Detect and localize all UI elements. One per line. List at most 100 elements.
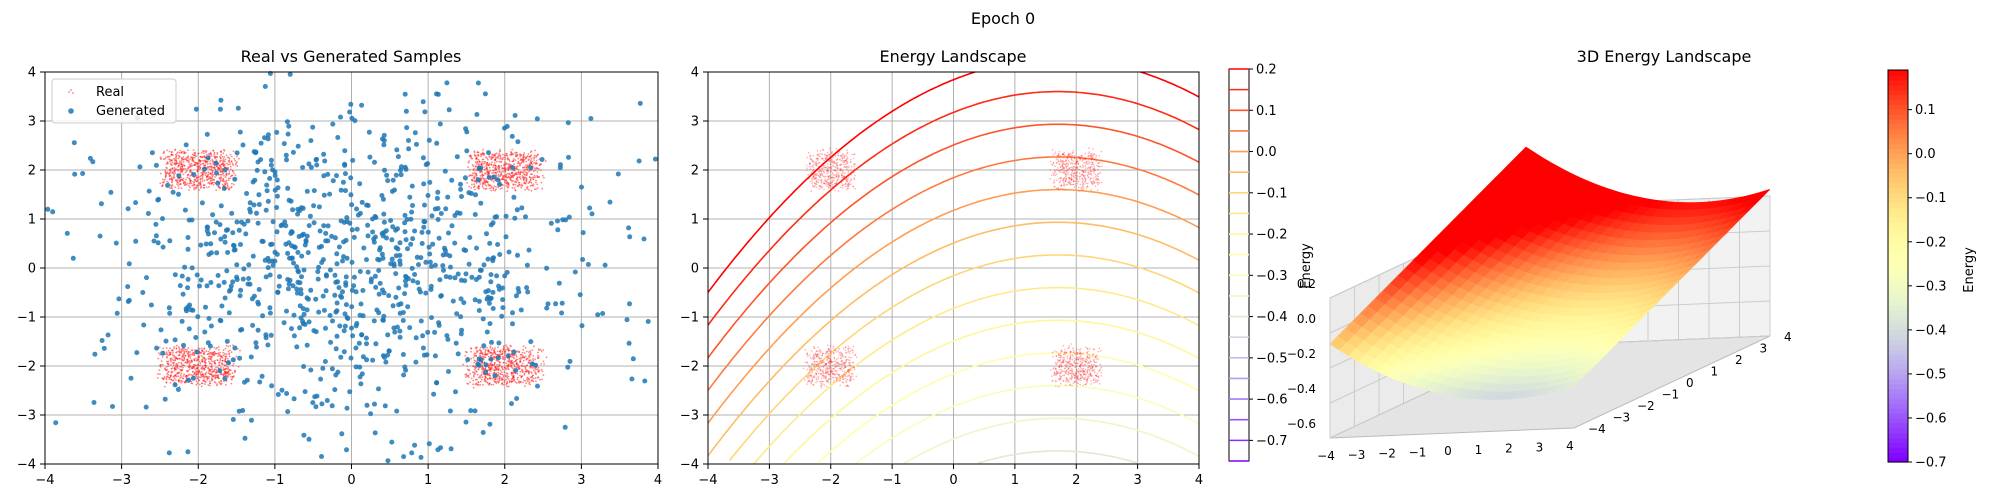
real-point xyxy=(223,160,226,163)
real-point xyxy=(200,370,203,373)
generated-point xyxy=(198,242,204,248)
generated-point xyxy=(412,228,418,234)
real-point xyxy=(491,185,493,188)
real-point xyxy=(492,187,494,189)
generated-point xyxy=(343,282,349,288)
real-point xyxy=(477,185,480,188)
real-point xyxy=(175,379,177,381)
generated-point xyxy=(185,246,191,252)
generated-point xyxy=(495,355,501,361)
real-point xyxy=(222,349,225,351)
real-point xyxy=(1057,187,1060,190)
generated-point xyxy=(148,302,154,308)
real-point xyxy=(208,186,210,188)
generated-point xyxy=(327,267,333,273)
real-point xyxy=(211,170,214,172)
real-point xyxy=(1055,187,1058,190)
generated-point xyxy=(566,154,571,160)
real-point xyxy=(541,370,544,373)
generated-point xyxy=(357,181,363,187)
real-point xyxy=(203,360,206,363)
real-point xyxy=(494,352,497,354)
real-point xyxy=(202,379,205,382)
real-point xyxy=(510,356,513,358)
real-point xyxy=(223,175,225,177)
real-point xyxy=(492,154,495,157)
generated-point xyxy=(230,279,236,285)
real-point xyxy=(198,360,201,363)
real-point xyxy=(189,186,192,189)
x-tick-label: −3 xyxy=(112,473,131,488)
real-point xyxy=(170,151,173,154)
generated-point xyxy=(133,200,139,206)
real-point xyxy=(200,354,203,357)
generated-point xyxy=(627,234,633,240)
real-point xyxy=(218,362,220,364)
real-point xyxy=(201,180,204,183)
real-point xyxy=(817,181,820,184)
generated-point xyxy=(242,435,248,441)
real-point xyxy=(821,179,823,182)
generated-point xyxy=(234,219,240,225)
real-point xyxy=(539,378,541,381)
real-point xyxy=(219,155,221,158)
real-point xyxy=(207,367,210,370)
real-point xyxy=(827,178,830,180)
real-point xyxy=(472,375,475,378)
real-point xyxy=(227,374,230,376)
generated-point xyxy=(481,343,487,349)
real-point xyxy=(225,179,228,182)
real-point xyxy=(1080,189,1082,192)
generated-point xyxy=(397,258,403,264)
real-point xyxy=(843,184,845,186)
generated-point xyxy=(225,250,231,255)
generated-point xyxy=(341,239,347,245)
generated-point xyxy=(253,340,259,346)
generated-point xyxy=(213,160,219,166)
real-point xyxy=(530,157,533,160)
generated-point xyxy=(510,310,515,316)
real-point xyxy=(514,183,517,186)
generated-point xyxy=(228,287,234,293)
real-point xyxy=(506,382,509,385)
real-point xyxy=(187,149,189,152)
real-point xyxy=(482,148,484,151)
generated-point xyxy=(166,305,172,311)
real-point xyxy=(184,380,187,383)
real-point xyxy=(498,155,501,157)
real-point xyxy=(812,345,815,348)
real-point xyxy=(474,161,477,164)
real-point xyxy=(472,356,475,359)
generated-point xyxy=(167,238,173,244)
real-point xyxy=(492,383,495,386)
generated-point xyxy=(125,206,131,212)
x-tick-label: −2 xyxy=(189,473,208,488)
real-point xyxy=(532,358,534,360)
real-point xyxy=(526,187,529,190)
real-point xyxy=(852,352,854,354)
real-point xyxy=(219,178,222,180)
real-point xyxy=(513,365,516,368)
real-point xyxy=(484,182,487,184)
generated-point xyxy=(579,184,584,190)
generated-point xyxy=(284,119,290,125)
real-point xyxy=(842,347,845,349)
real-point xyxy=(183,164,186,167)
real-point xyxy=(490,367,493,370)
real-point xyxy=(230,186,233,188)
real-point xyxy=(191,360,193,362)
real-point xyxy=(161,377,164,380)
generated-point xyxy=(373,284,379,290)
real-point xyxy=(225,344,228,347)
generated-point xyxy=(464,148,470,154)
real-point xyxy=(477,163,479,165)
real-point xyxy=(474,153,476,156)
real-point xyxy=(473,361,476,364)
real-point xyxy=(201,358,203,361)
real-point xyxy=(540,368,543,371)
generated-point xyxy=(332,292,338,298)
generated-point xyxy=(311,203,317,209)
generated-point xyxy=(357,364,363,370)
real-point xyxy=(541,187,544,190)
generated-point xyxy=(483,362,489,368)
